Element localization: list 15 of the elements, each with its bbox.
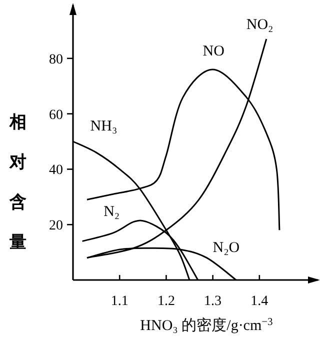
y-tick-label: 20 [49,218,63,234]
x-axis-title: HNO₃ 的密度/g·cm$^{−3}$ [140,316,273,334]
text: 相对含量 [10,112,26,252]
series-label: NH₃ [90,118,118,135]
y-tick-label: 80 [49,52,63,68]
series-label: NO₂ [246,17,274,34]
series-label: N₂ [104,204,120,220]
y-tick-label: 60 [49,108,63,123]
x-tick-label: 1.1 [110,294,128,309]
series-label: N₂O [212,240,240,256]
x-tick-label: 1.3 [204,294,222,309]
x-tick-label: 1.2 [157,294,175,309]
series-label: NO [202,43,225,60]
x-tick-label: 1.4 [250,294,268,309]
y-tick-label: 40 [49,163,63,178]
